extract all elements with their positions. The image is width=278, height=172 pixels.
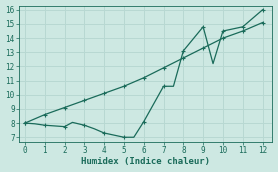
X-axis label: Humidex (Indice chaleur): Humidex (Indice chaleur) bbox=[81, 157, 210, 166]
